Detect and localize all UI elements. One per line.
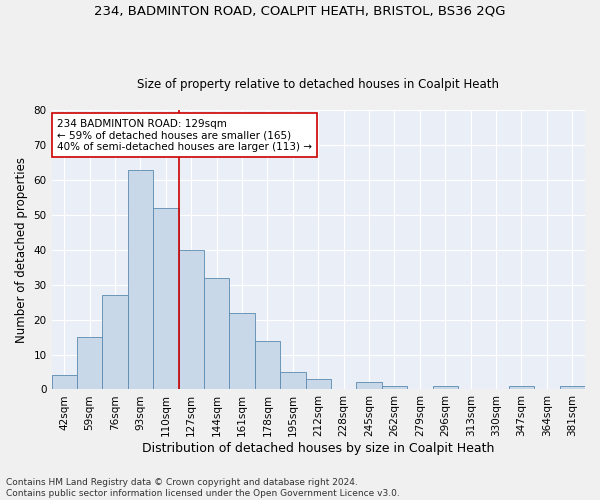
Title: Size of property relative to detached houses in Coalpit Heath: Size of property relative to detached ho… xyxy=(137,78,499,91)
X-axis label: Distribution of detached houses by size in Coalpit Heath: Distribution of detached houses by size … xyxy=(142,442,494,455)
Bar xyxy=(433,386,458,390)
Bar xyxy=(305,379,331,390)
Y-axis label: Number of detached properties: Number of detached properties xyxy=(15,157,28,343)
Bar xyxy=(179,250,204,390)
Bar xyxy=(103,295,128,390)
Bar xyxy=(280,372,305,390)
Bar xyxy=(229,312,255,390)
Bar xyxy=(128,170,153,390)
Bar xyxy=(204,278,229,390)
Bar xyxy=(153,208,179,390)
Text: Contains HM Land Registry data © Crown copyright and database right 2024.
Contai: Contains HM Land Registry data © Crown c… xyxy=(6,478,400,498)
Bar xyxy=(509,386,534,390)
Bar xyxy=(382,386,407,390)
Bar xyxy=(560,386,585,390)
Bar xyxy=(77,337,103,390)
Bar xyxy=(356,382,382,390)
Bar xyxy=(255,340,280,390)
Text: 234 BADMINTON ROAD: 129sqm
← 59% of detached houses are smaller (165)
40% of sem: 234 BADMINTON ROAD: 129sqm ← 59% of deta… xyxy=(57,118,312,152)
Bar xyxy=(52,376,77,390)
Text: 234, BADMINTON ROAD, COALPIT HEATH, BRISTOL, BS36 2QG: 234, BADMINTON ROAD, COALPIT HEATH, BRIS… xyxy=(94,5,506,18)
